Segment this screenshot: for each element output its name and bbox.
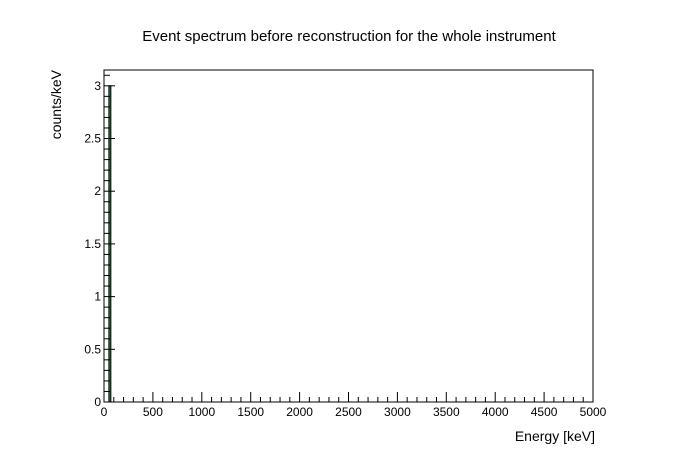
x-tick-label: 1000 [188, 405, 215, 419]
x-tick-label: 3000 [384, 405, 411, 419]
y-tick-label: 1 [94, 290, 101, 304]
y-tick-label: 0.5 [84, 342, 101, 356]
y-tick-label: 0 [94, 395, 101, 409]
x-tick-label: 3500 [433, 405, 460, 419]
x-tick-label: 5000 [580, 405, 607, 419]
x-tick-label: 2000 [286, 405, 313, 419]
x-tick-label: 4000 [482, 405, 509, 419]
x-tick-label: 500 [143, 405, 163, 419]
y-axis-label: counts/keV [48, 69, 64, 139]
y-tick-label: 2 [94, 184, 101, 198]
y-axis: 0 0.5 1 1.5 2 2.5 3 [84, 74, 115, 409]
x-tick-label: 4500 [531, 405, 558, 419]
plot-frame [103, 69, 594, 403]
x-tick-label: 1500 [237, 405, 264, 419]
x-axis-label: Energy [keV] [515, 428, 595, 444]
x-tick-label: 2500 [335, 405, 362, 419]
y-tick-label: 1.5 [84, 237, 101, 251]
x-axis: 0 500 1000 1500 2000 2500 3000 3500 4000 4500 5000 [101, 392, 607, 419]
y-tick-label: 2.5 [84, 132, 101, 146]
chart-title: Event spectrum before reconstruction for… [142, 28, 556, 45]
x-tick-label: 0 [101, 405, 108, 419]
y-tick-label: 3 [94, 79, 101, 93]
